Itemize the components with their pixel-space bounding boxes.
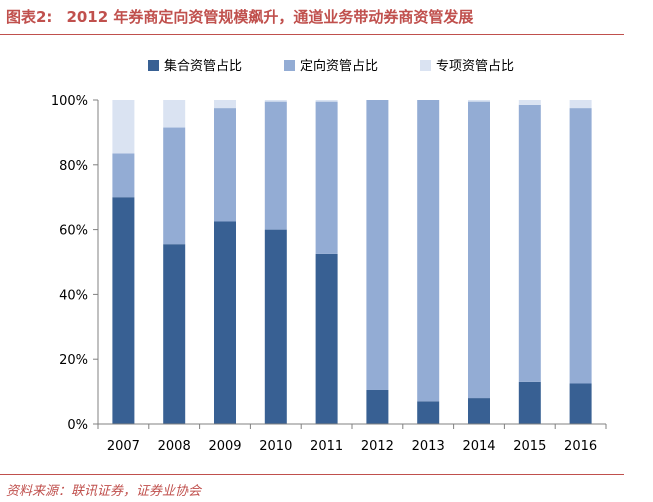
- bar-2007-series-2: [112, 153, 135, 198]
- chart-title: 图表2: 2012 年券商定向资管规模飙升，通道业务带动券商资管发展: [6, 6, 473, 27]
- legend-swatch-3: [420, 60, 431, 71]
- title-divider: [0, 34, 624, 35]
- bar-2014-series-2: [468, 101, 490, 399]
- legend-label-3: 专项资管占比: [436, 59, 514, 74]
- bar-2008-series-2: [163, 127, 186, 245]
- x-tick-label-2007: 2007: [107, 439, 140, 454]
- bar-2012-series-1: [366, 389, 389, 424]
- bar-2016-series-2: [569, 108, 592, 384]
- legend-swatch-2: [284, 60, 295, 71]
- bar-2013-series-2: [417, 100, 440, 402]
- bar-2014-series-1: [468, 398, 490, 424]
- y-tick-label-4: 80%: [59, 159, 88, 174]
- bar-2015-series-1: [518, 381, 541, 424]
- x-tick-label-2016: 2016: [564, 439, 597, 454]
- bar-2012-series-2: [366, 100, 389, 390]
- bar-2010-series-2: [264, 101, 287, 230]
- figure-number: 图表2:: [6, 8, 53, 26]
- source-divider: [0, 474, 624, 475]
- figure-title: 2012 年券商定向资管规模飙升，通道业务带动券商资管发展: [66, 8, 474, 26]
- bar-2010-series-1: [264, 229, 287, 424]
- x-tick-label-2011: 2011: [310, 439, 343, 454]
- bar-2011-series-3: [315, 100, 338, 102]
- x-tick-label-2013: 2013: [412, 439, 445, 454]
- bar-2015-series-3: [518, 100, 541, 105]
- x-tick-label-2009: 2009: [208, 439, 241, 454]
- bar-2015-series-2: [518, 104, 541, 382]
- y-tick-label-0: 0%: [67, 418, 88, 433]
- bar-2011-series-2: [315, 101, 338, 254]
- y-tick-label-5: 100%: [51, 94, 88, 109]
- legend-label-1: 集合资管占比: [164, 58, 242, 74]
- x-tick-label-2008: 2008: [158, 439, 191, 454]
- x-tick-label-2015: 2015: [513, 439, 546, 454]
- y-tick-label-1: 20%: [59, 353, 88, 368]
- bar-2007-series-3: [112, 100, 135, 154]
- bar-2008-series-3: [163, 100, 186, 128]
- x-tick-label-2012: 2012: [361, 439, 394, 454]
- bar-2016-series-1: [569, 383, 592, 424]
- bar-2009-series-2: [214, 108, 236, 222]
- y-tick-label-3: 60%: [59, 224, 88, 239]
- bar-2009-series-1: [214, 221, 236, 424]
- bar-2014-series-3: [468, 100, 490, 102]
- bar-2016-series-3: [569, 100, 592, 109]
- y-tick-label-2: 40%: [59, 288, 88, 303]
- x-tick-label-2014: 2014: [462, 439, 495, 454]
- source-note: 资料来源：联讯证券，证券业协会: [6, 484, 202, 499]
- bar-2009-series-3: [214, 100, 236, 109]
- legend-label-2: 定向资管占比: [300, 58, 378, 74]
- bar-2007-series-1: [112, 197, 135, 424]
- x-tick-label-2010: 2010: [259, 439, 292, 454]
- legend-swatch-1: [148, 60, 159, 71]
- bar-2010-series-3: [264, 100, 287, 102]
- stacked-bar-chart: 集合资管占比 定向资管占比 专项资管占比 2007 2008 2009 2010 2011 20…: [51, 58, 607, 454]
- bar-2013-series-1: [417, 401, 440, 424]
- bar-2011-series-1: [315, 253, 338, 424]
- bar-2008-series-1: [163, 244, 186, 424]
